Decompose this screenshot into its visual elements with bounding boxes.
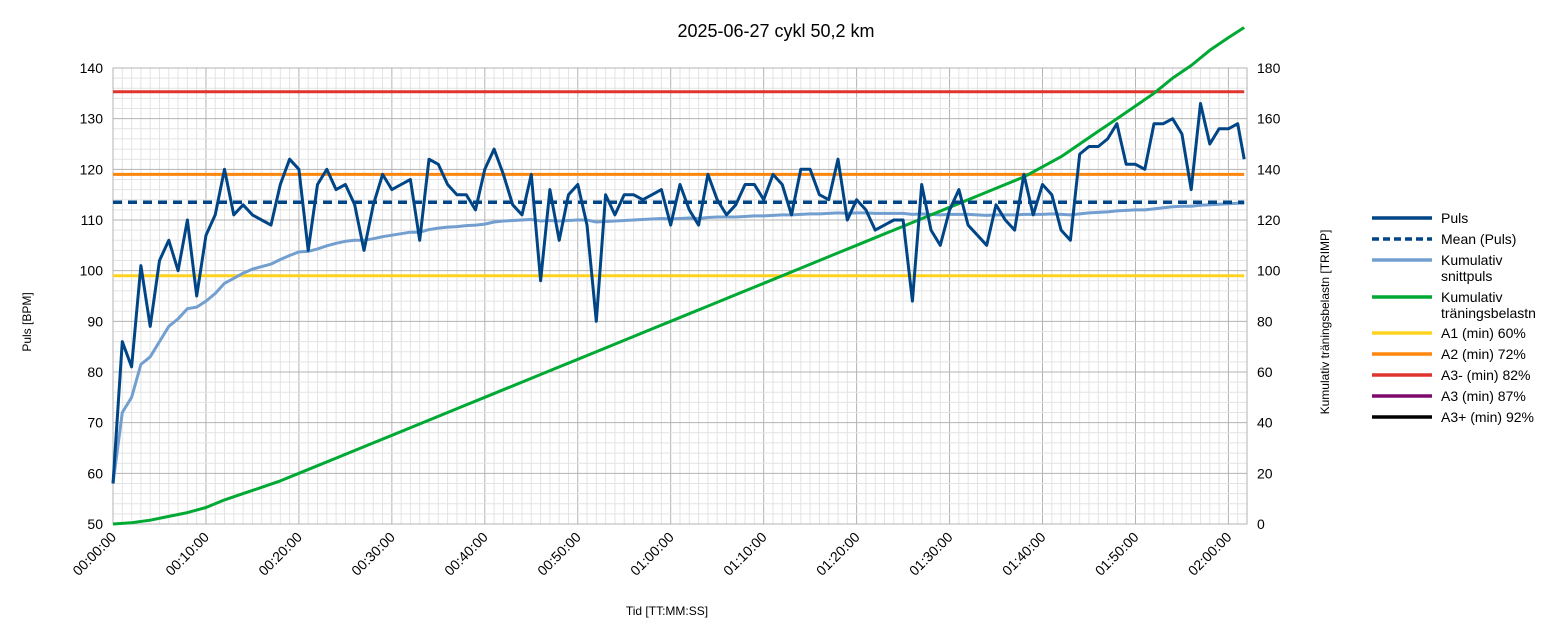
series-layer bbox=[111, 26, 1246, 526]
x-axis-ticks: 00:00:00 00:10:00 00:20:00 00:30:00 00:40:00… bbox=[69, 529, 1234, 579]
y-tick-label: 70 bbox=[87, 415, 103, 431]
x-axis-label: Tid [TT:MM:SS] bbox=[626, 604, 708, 618]
x-tick-label: 00:00:00 bbox=[69, 529, 119, 579]
y2-axis-ticks: 0 20 40 60 80 100 120 140 160 180 bbox=[1257, 60, 1281, 532]
x-tick-label: 02:00:00 bbox=[1185, 529, 1235, 579]
legend-item: Puls bbox=[1372, 210, 1468, 226]
chart-title: 2025-06-27 cykl 50,2 km bbox=[677, 21, 874, 41]
legend-item: A1 (min) 60% bbox=[1372, 325, 1526, 341]
plot-area bbox=[112, 67, 1248, 525]
y-tick-label: 50 bbox=[87, 516, 103, 532]
y-tick-label: 130 bbox=[80, 111, 104, 127]
x-tick-label: 01:20:00 bbox=[813, 529, 863, 579]
legend-item: A2 (min) 72% bbox=[1372, 346, 1526, 362]
legend-label: A3 (min) 87% bbox=[1441, 388, 1526, 404]
x-tick-label: 01:10:00 bbox=[720, 529, 770, 579]
y-tick-label: 80 bbox=[87, 364, 103, 380]
y2-axis-label: Kumulativ träningsbelastn [TRIMP] bbox=[1318, 230, 1332, 415]
y-tick-label: 100 bbox=[80, 263, 104, 279]
legend-item: A3 (min) 87% bbox=[1372, 388, 1526, 404]
x-tick-label: 01:30:00 bbox=[906, 529, 956, 579]
legend-item: A3+ (min) 92% bbox=[1372, 409, 1534, 425]
y-tick-label: 140 bbox=[80, 60, 104, 76]
x-tick-label: 01:00:00 bbox=[627, 529, 677, 579]
x-tick-label: 00:30:00 bbox=[348, 529, 398, 579]
legend-label: A1 (min) 60% bbox=[1441, 325, 1526, 341]
y-tick-label: 110 bbox=[81, 212, 104, 228]
y2-tick-label: 0 bbox=[1257, 516, 1265, 532]
legend-item: Kumulativ snittpuls bbox=[1372, 252, 1502, 284]
y2-tick-label: 140 bbox=[1257, 161, 1281, 177]
y2-tick-label: 20 bbox=[1257, 465, 1273, 481]
x-tick-label: 00:50:00 bbox=[534, 529, 584, 579]
legend-label: Puls bbox=[1441, 210, 1468, 226]
legend-item: Kumulativ träningsbelastn bbox=[1372, 289, 1536, 321]
y2-tick-label: 160 bbox=[1257, 111, 1281, 127]
y2-tick-label: 100 bbox=[1257, 263, 1281, 279]
legend-label: A2 (min) 72% bbox=[1441, 346, 1526, 362]
y2-tick-label: 40 bbox=[1257, 415, 1273, 431]
x-tick-label: 01:40:00 bbox=[999, 529, 1049, 579]
legend: Puls Mean (Puls) Kumulativ snittpuls Kumulat… bbox=[1372, 210, 1536, 425]
series-line-0 bbox=[111, 102, 1246, 484]
y-axis-ticks: 50 60 70 80 90 100 110 120 130 140 bbox=[80, 60, 104, 532]
y2-tick-label: 120 bbox=[1257, 212, 1281, 228]
series-line-2 bbox=[111, 201, 1245, 484]
legend-label: Kumulativ snittpuls bbox=[1441, 252, 1502, 284]
y-tick-label: 60 bbox=[87, 465, 103, 481]
y2-tick-label: 80 bbox=[1257, 313, 1273, 329]
x-tick-label: 00:10:00 bbox=[162, 529, 212, 579]
y-tick-label: 90 bbox=[87, 313, 103, 329]
legend-item: A3- (min) 82% bbox=[1372, 367, 1530, 383]
legend-item: Mean (Puls) bbox=[1372, 231, 1516, 247]
x-tick-label: 00:20:00 bbox=[255, 529, 305, 579]
y2-tick-label: 60 bbox=[1257, 364, 1273, 380]
grid bbox=[112, 67, 1248, 525]
legend-label: Mean (Puls) bbox=[1441, 231, 1516, 247]
y2-tick-label: 180 bbox=[1257, 60, 1281, 76]
x-tick-label: 01:50:00 bbox=[1092, 529, 1142, 579]
series-line-3 bbox=[112, 26, 1246, 526]
y-axis-label: Puls [BPM] bbox=[20, 292, 34, 351]
y-tick-label: 120 bbox=[80, 161, 104, 177]
legend-label: Kumulativ träningsbelastn bbox=[1441, 289, 1536, 321]
legend-label: A3+ (min) 92% bbox=[1441, 409, 1534, 425]
legend-label: A3- (min) 82% bbox=[1441, 367, 1530, 383]
x-tick-label: 00:40:00 bbox=[441, 529, 491, 579]
